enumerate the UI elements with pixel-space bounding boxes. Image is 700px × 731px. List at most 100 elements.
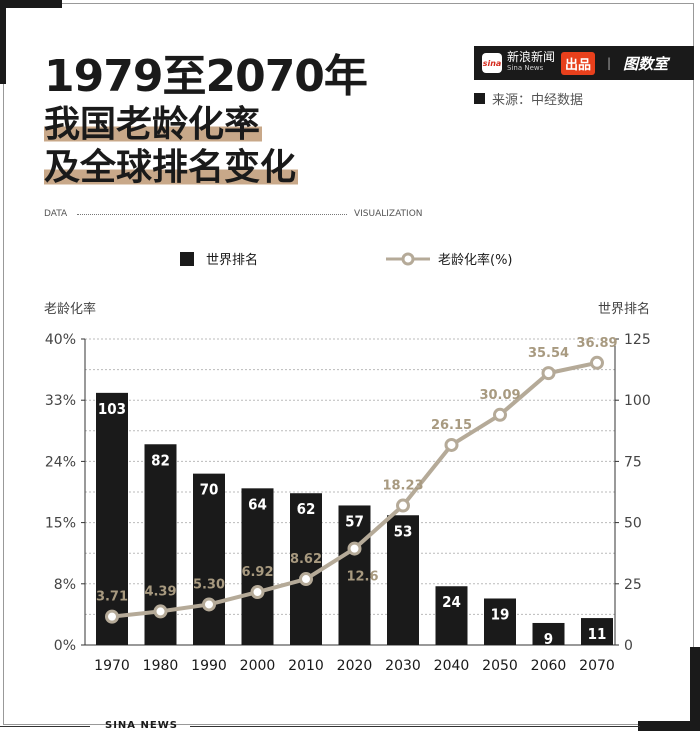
legend-bar-label: 世界排名	[206, 253, 259, 268]
bar	[581, 618, 613, 645]
x-tick-label: 1990	[191, 658, 227, 674]
corner-decoration	[0, 0, 6, 84]
left-tick-label: 40%	[45, 332, 76, 348]
x-tick-label: 2050	[482, 658, 518, 674]
line-point	[396, 498, 410, 513]
bar	[532, 622, 565, 645]
brand-separator: |	[607, 56, 612, 70]
footer-text: SINA NEWS	[105, 720, 178, 731]
bar-value-label: 70	[200, 481, 219, 499]
bar-value-label: 62	[297, 500, 316, 518]
x-tick-label: 2010	[288, 658, 324, 674]
x-tick-label: 2000	[240, 658, 276, 674]
title-highlight: 我国老龄化率	[44, 104, 263, 145]
bar-value-label: 24	[442, 593, 461, 611]
right-tick-label: 100	[624, 393, 651, 409]
line-point	[153, 604, 168, 619]
bar	[193, 473, 225, 645]
bar-value-label: 82	[151, 451, 170, 469]
title-line-2: 我国老龄化率	[44, 104, 263, 146]
line-point	[444, 437, 459, 452]
corner-decoration	[0, 0, 62, 8]
footer-line	[0, 726, 90, 727]
dotted-divider	[77, 214, 347, 215]
source-text: 来源：中经数据	[492, 93, 584, 108]
title-line-3: 及全球排名变化	[44, 147, 299, 189]
left-tick-label: 15%	[45, 516, 76, 532]
right-tick-label: 75	[624, 454, 642, 470]
legend-bar-swatch	[180, 251, 194, 266]
brand-banner: sina 新浪新闻 Sina News 出品 | 图数室	[474, 46, 694, 80]
legend-bar: 世界排名	[180, 249, 258, 268]
line-point	[250, 585, 265, 600]
title-highlight: 及全球排名变化	[44, 147, 299, 188]
bar	[387, 515, 419, 645]
line-value-label: 8.62	[290, 552, 322, 567]
line-value-label: 36.89	[576, 336, 617, 351]
x-tick-label: 2060	[531, 658, 567, 674]
brand-name-en: Sina News	[507, 64, 544, 72]
bar-value-label: 103	[98, 400, 126, 418]
bar	[435, 586, 468, 645]
bar	[290, 493, 322, 645]
square-bullet-icon	[474, 93, 485, 104]
bar-value-label: 57	[345, 512, 364, 530]
bar	[241, 488, 274, 645]
brand-name-cn: 新浪新闻	[507, 50, 556, 64]
bar-value-label: 53	[394, 522, 413, 540]
left-tick-label: 8%	[54, 577, 76, 593]
line-value-label: 4.39	[144, 584, 176, 599]
line-point	[347, 541, 362, 556]
x-tick-label: 1980	[143, 658, 179, 674]
x-tick-label: 2070	[579, 658, 615, 674]
bar-value-label: 19	[491, 605, 510, 623]
x-tick-label: 2040	[434, 658, 470, 674]
right-tick-label: 0	[624, 638, 633, 654]
footer-line	[190, 726, 640, 727]
studio-logo: 图数室	[623, 54, 669, 73]
brand-name: 新浪新闻 Sina News	[507, 50, 556, 74]
x-tick-label: 1970	[94, 658, 130, 674]
sina-logo: sina	[482, 53, 502, 73]
line-value-label: 30.09	[479, 388, 520, 403]
line-point	[541, 366, 556, 381]
left-axis-title: 老龄化率	[44, 302, 97, 317]
bar-value-label: 11	[588, 625, 607, 643]
legend-line: 老龄化率(%)	[386, 249, 513, 268]
legend-line-label: 老龄化率(%)	[438, 253, 513, 268]
line-point	[105, 609, 119, 624]
source-note: 来源：中经数据	[474, 89, 583, 108]
line-value-label: 3.71	[96, 590, 128, 605]
right-tick-label: 125	[624, 332, 651, 348]
line-value-label: 18.23	[382, 479, 423, 494]
title-line-1: 1979至2070年	[44, 51, 368, 102]
line-point	[590, 355, 604, 370]
line-value-label: 12.6	[346, 570, 378, 585]
line-value-label: 5.30	[193, 577, 225, 592]
right-tick-label: 25	[624, 577, 642, 593]
x-tick-label: 2030	[385, 658, 421, 674]
frame-border	[3, 3, 694, 725]
left-tick-label: 0%	[54, 638, 76, 654]
right-axis-title: 世界排名	[598, 302, 651, 317]
corner-decoration	[690, 647, 700, 731]
visualization-label: VISUALIZATION	[354, 209, 423, 219]
right-tick-label: 50	[624, 516, 642, 532]
corner-decoration	[638, 721, 700, 731]
x-tick-label: 2020	[337, 658, 373, 674]
bar	[338, 505, 371, 645]
left-tick-label: 33%	[45, 393, 76, 409]
bar-value-label: 64	[248, 495, 267, 513]
line-point	[299, 572, 313, 587]
produced-badge: 出品	[561, 51, 596, 75]
line-point	[202, 597, 216, 612]
line-point	[493, 407, 507, 422]
bar-value-label: 9	[544, 630, 553, 648]
line-value-label: 6.92	[241, 565, 273, 580]
legend-line-swatch	[386, 252, 430, 265]
bar	[484, 598, 516, 645]
line-value-label: 35.54	[528, 346, 569, 361]
left-tick-label: 24%	[45, 454, 76, 470]
